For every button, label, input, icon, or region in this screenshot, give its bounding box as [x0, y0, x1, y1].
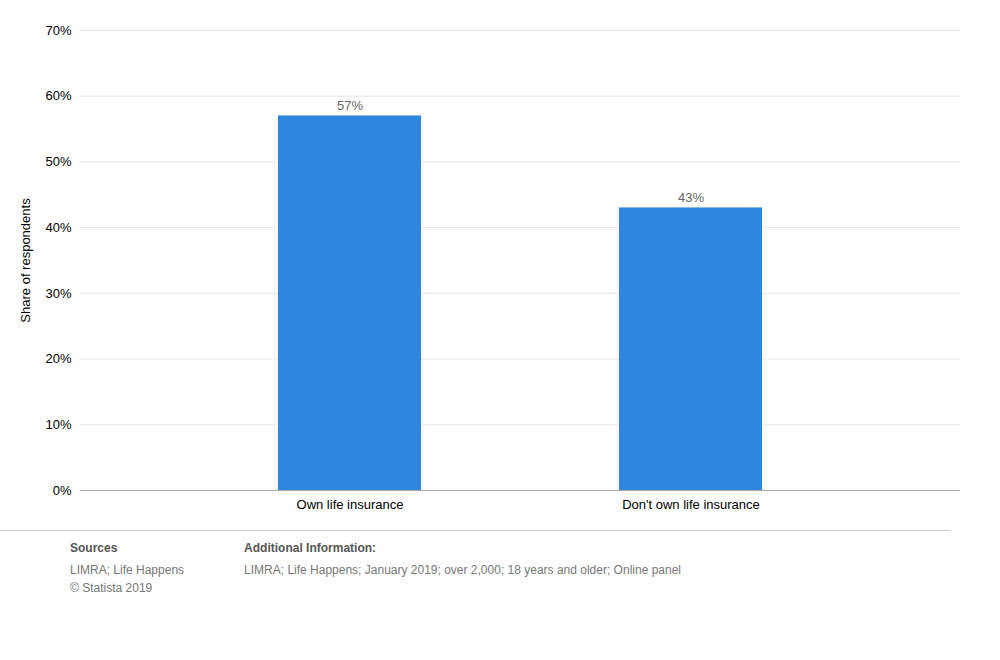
svg-text:10%: 10% — [45, 417, 71, 432]
html-text:LIMRA; Life Happens © Statista: LIMRA; Life Happens © Statista 2019 — [70, 563, 185, 595]
svg-text:50%: 50% — [45, 154, 71, 169]
html-text:Sources: Sources — [70, 541, 118, 555]
svg-text:70%: 70% — [45, 23, 71, 38]
html-text:Additional Information:: Additional Information: — [244, 541, 376, 555]
svg-text:40%: 40% — [45, 220, 71, 235]
svg-text:20%: 20% — [45, 351, 71, 366]
svg-text:Own life insurance: Own life insurance — [297, 497, 404, 512]
svg-text:57%: 57% — [337, 98, 363, 113]
svg-text:0%: 0% — [53, 483, 72, 498]
svg-text:30%: 30% — [45, 286, 71, 301]
svg-text:Share of respondents: Share of respondents — [18, 198, 33, 323]
svg-text:60%: 60% — [45, 88, 71, 103]
svg-text:43%: 43% — [678, 190, 704, 205]
svg-text:Don't own life insurance: Don't own life insurance — [622, 497, 760, 512]
html-text:LIMRA; Life Happens; January 2: LIMRA; Life Happens; January 2019; over … — [244, 563, 681, 577]
